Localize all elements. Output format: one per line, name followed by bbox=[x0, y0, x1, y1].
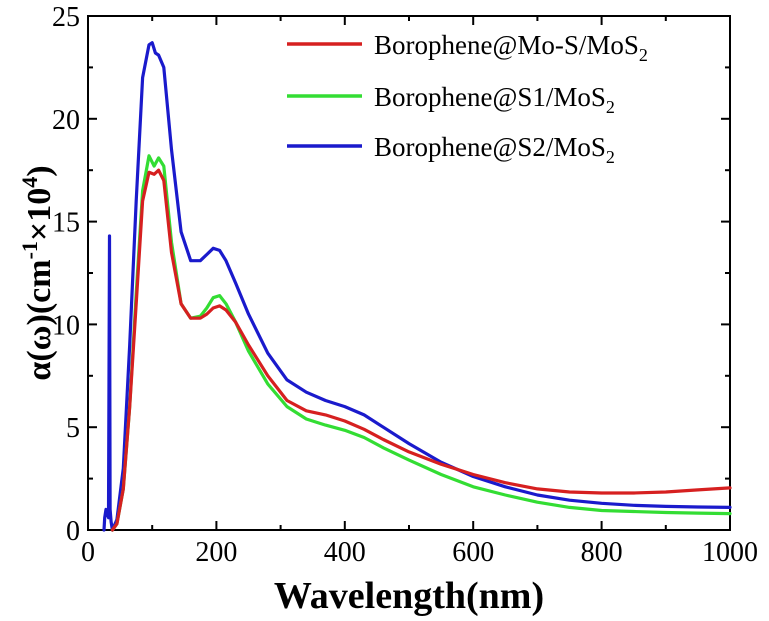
y-tick-label: 15 bbox=[52, 208, 80, 239]
x-axis-tick-labels: 0 200 400 600 800 1000 bbox=[81, 537, 758, 568]
y-axis-title-sup2: 4 bbox=[17, 177, 42, 188]
series-line-1 bbox=[110, 154, 732, 532]
x-axis-ticks bbox=[87, 16, 731, 530]
y-axis-title-base: α(ω)(cm bbox=[21, 259, 58, 380]
legend-label-s2: Borophene@S2/MoS2 bbox=[374, 132, 615, 167]
y-axis-ticks bbox=[88, 15, 730, 531]
y-tick-label: 0 bbox=[66, 516, 80, 547]
x-tick-label: 0 bbox=[81, 537, 95, 568]
legend-label-mo-s: Borophene@Mo-S/MoS2 bbox=[374, 30, 648, 65]
x-axis-title: Wavelength(nm) bbox=[274, 575, 544, 617]
x-tick-label: 400 bbox=[324, 537, 366, 568]
y-tick-label: 25 bbox=[52, 2, 80, 33]
y-axis-title-mid: ×10 bbox=[21, 188, 58, 241]
y-tick-label: 5 bbox=[66, 413, 80, 444]
y-tick-label: 20 bbox=[52, 105, 80, 136]
x-tick-label: 1000 bbox=[702, 537, 758, 568]
legend-label-s1: Borophene@S1/MoS2 bbox=[374, 82, 615, 117]
series-line-0 bbox=[110, 168, 732, 532]
y-axis-title-end: ) bbox=[21, 165, 58, 176]
y-axis-title: α(ω)(cm-1×104) bbox=[17, 165, 58, 380]
x-tick-label: 800 bbox=[581, 537, 623, 568]
x-tick-label: 200 bbox=[195, 537, 237, 568]
series-line-2 bbox=[102, 41, 732, 532]
x-tick-label: 600 bbox=[452, 537, 494, 568]
y-axis-title-sup1: -1 bbox=[17, 241, 42, 259]
y-tick-label: 10 bbox=[52, 310, 80, 341]
series-lines bbox=[102, 41, 732, 532]
y-axis-tick-labels: 0 5 10 15 20 25 bbox=[52, 2, 80, 547]
legend: Borophene@Mo-S/MoS2 Borophene@S1/MoS2 Bo… bbox=[287, 30, 648, 167]
